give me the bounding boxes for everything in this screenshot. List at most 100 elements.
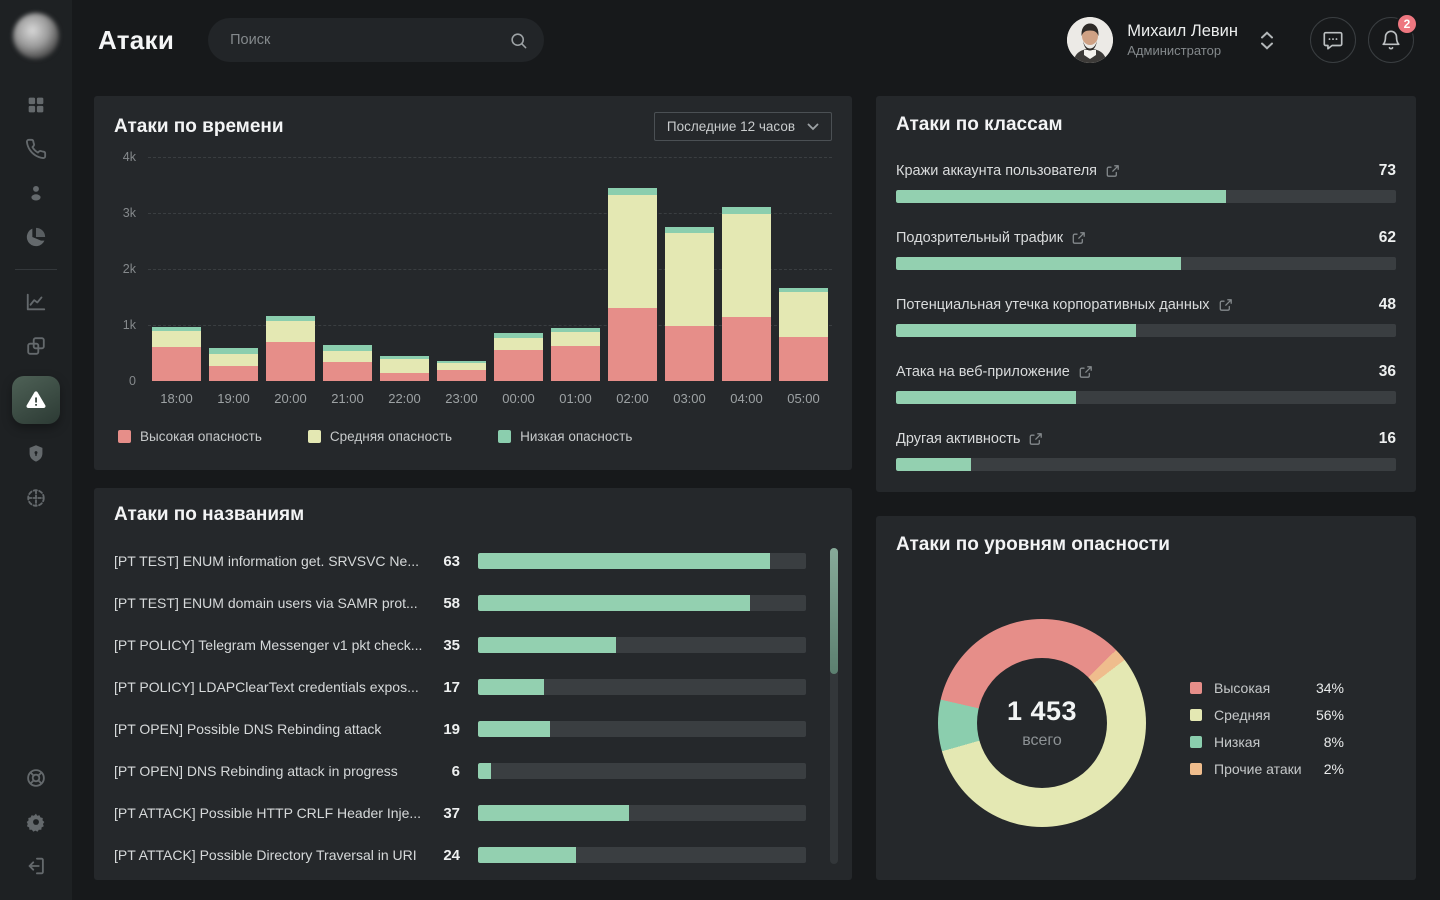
search-input[interactable]	[228, 31, 510, 49]
names-scrollbar-thumb[interactable]	[830, 548, 838, 675]
attack-class-head: Другая активность 16	[896, 430, 1396, 448]
bar-segment	[380, 372, 429, 381]
external-link-icon[interactable]	[1106, 164, 1120, 178]
bar-track	[478, 595, 806, 611]
names-scrollbar[interactable]	[830, 548, 838, 864]
y-tick-label: 2k	[122, 262, 136, 276]
attack-name-count: 6	[451, 762, 460, 780]
legend-item[interactable]: Низкая опасность	[498, 429, 632, 444]
severity-donut-chart[interactable]: 1 453 всего	[938, 619, 1146, 827]
sidebar-item-analytics[interactable]	[12, 280, 60, 324]
notifications-button[interactable]: 2	[1368, 13, 1418, 63]
sidebar-item-sessions[interactable]	[12, 324, 60, 368]
severity-legend-item[interactable]: Высокая 34%	[1190, 674, 1344, 701]
time-bar-group[interactable]: 00:00	[494, 157, 543, 406]
user-meta: Михаил Левин Администратор	[1127, 22, 1238, 59]
attacks-by-class-title: Атаки по классам	[896, 114, 1063, 135]
bar-fill	[896, 391, 1076, 404]
severity-legend-item[interactable]: Средняя 56%	[1190, 701, 1344, 728]
sidebar-item-settings[interactable]	[12, 800, 60, 844]
attack-class-head: Потенциальная утечка корпоративных данны…	[896, 296, 1396, 314]
attack-name-row: [PT POLICY] LDAPClearText credentials ex…	[114, 666, 832, 708]
x-axis-label: 23:00	[445, 391, 478, 406]
app-logo[interactable]	[13, 13, 59, 59]
chevron-down-icon	[1261, 42, 1273, 50]
attack-name-count: 17	[443, 678, 460, 696]
external-link-icon[interactable]	[1079, 365, 1093, 379]
bar-fill	[478, 553, 770, 569]
severity-total-label: всего	[1022, 732, 1062, 749]
time-bar-group[interactable]: 04:00	[722, 157, 771, 406]
main-content: Атаки по времени Последние 12 часов 4k 3k…	[72, 80, 1440, 900]
time-bar-group[interactable]: 05:00	[779, 157, 828, 406]
time-bar-group[interactable]: 19:00	[209, 157, 258, 406]
attack-class-label: Потенциальная утечка корпоративных данны…	[896, 297, 1210, 313]
bar-segment	[551, 332, 600, 347]
sidebar-item-support[interactable]	[12, 756, 60, 800]
time-bar-group[interactable]: 18:00	[152, 157, 201, 406]
sidebar-item-logout[interactable]	[12, 844, 60, 888]
bar-track	[478, 847, 806, 863]
attack-name-row: [PT TEST] ENUM information get. SRVSVC N…	[114, 540, 832, 582]
attack-name-label: [PT TEST] ENUM domain users via SAMR pro…	[114, 595, 418, 611]
attack-class-count: 36	[1378, 363, 1396, 380]
bar-segment	[608, 307, 657, 381]
gridline	[148, 213, 832, 214]
user-menu-expander[interactable]	[1260, 30, 1274, 50]
legend-swatch	[498, 430, 512, 443]
time-bar-group[interactable]: 22:00	[380, 157, 429, 406]
attack-name-label: [PT POLICY] Telegram Messenger v1 pkt ch…	[114, 637, 422, 653]
attack-name-label: [PT POLICY] LDAPClearText credentials ex…	[114, 679, 419, 695]
severity-legend-item[interactable]: Низкая 8%	[1190, 728, 1344, 755]
time-bar-group[interactable]: 01:00	[551, 157, 600, 406]
bar-segment	[152, 346, 201, 381]
user-avatar[interactable]	[1067, 17, 1114, 63]
sidebar-item-dashboard[interactable]	[12, 83, 60, 127]
sidebar-item-calls[interactable]	[12, 127, 60, 171]
search-box[interactable]	[208, 18, 545, 62]
sidebar-item-attacks[interactable]	[12, 376, 60, 424]
dashboard-icon	[28, 97, 44, 113]
attack-class-head: Кражи аккаунта пользователя 73	[896, 162, 1396, 180]
sidebar-item-users[interactable]	[12, 171, 60, 215]
legend-item[interactable]: Высокая опасность	[118, 429, 262, 444]
severity-legend-item[interactable]: Прочие атаки 2%	[1190, 755, 1344, 782]
messages-button[interactable]	[1310, 17, 1356, 63]
attack-class-item: Кражи аккаунта пользователя 73	[896, 162, 1396, 203]
time-range-select[interactable]: Последние 12 часов	[653, 112, 832, 141]
x-axis-label: 05:00	[787, 391, 820, 406]
external-link-icon[interactable]	[1029, 432, 1043, 446]
logout-icon	[28, 857, 44, 875]
legend-item[interactable]: Средняя опасность	[307, 429, 452, 444]
bar-segment	[665, 326, 714, 381]
external-link-icon[interactable]	[1072, 231, 1086, 245]
bar-segment	[722, 316, 771, 381]
sidebar-item-protection[interactable]	[12, 432, 60, 476]
bar-segment	[380, 356, 429, 359]
time-bar-group[interactable]: 02:00	[608, 157, 657, 406]
attack-name-count: 63	[443, 552, 460, 570]
attack-class-count: 48	[1378, 296, 1396, 313]
bar-segment	[266, 320, 315, 343]
search-icon[interactable]	[509, 31, 528, 50]
sidebar-item-reports[interactable]	[12, 215, 60, 259]
sidebar-item-network[interactable]	[12, 476, 60, 520]
attack-name-row: [PT TEST] ENUM domain users via SAMR pro…	[114, 582, 832, 624]
time-bar-group[interactable]: 23:00	[437, 157, 486, 406]
bar-segment	[722, 206, 771, 215]
phone-icon	[25, 138, 47, 160]
external-link-icon[interactable]	[1219, 298, 1233, 312]
attack-name-label: [PT TEST] ENUM information get. SRVSVC N…	[114, 553, 419, 569]
bar-segment	[266, 342, 315, 381]
time-bar-group[interactable]: 21:00	[323, 157, 372, 406]
bar-segment	[323, 361, 372, 381]
attack-class-label: Кражи аккаунта пользователя	[896, 163, 1098, 179]
time-bar-group[interactable]: 03:00	[665, 157, 714, 406]
bar-segment	[551, 346, 600, 381]
user-name: Михаил Левин	[1127, 21, 1238, 40]
time-range-value: Последние 12 часов	[666, 119, 795, 134]
chevron-down-icon	[807, 123, 819, 130]
time-bar-group[interactable]: 20:00	[266, 157, 315, 406]
attacks-by-time-title: Атаки по времени	[114, 115, 284, 137]
y-tick-label: 3k	[122, 206, 136, 220]
